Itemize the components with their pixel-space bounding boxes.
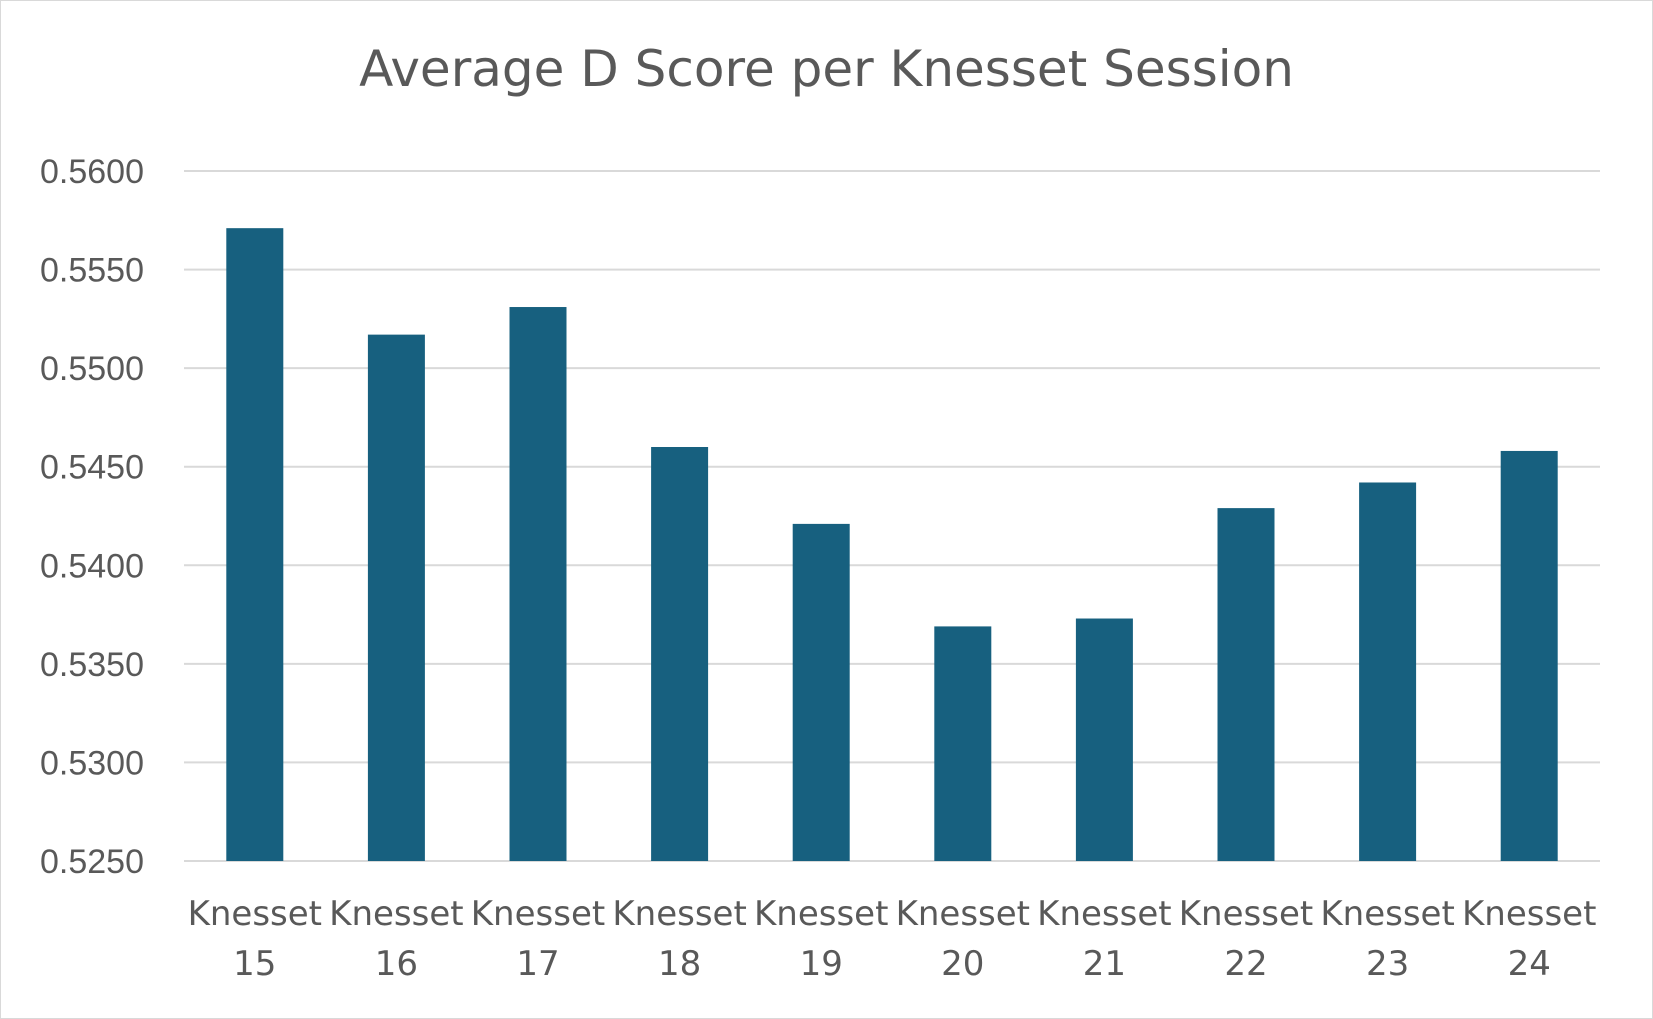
x-tick-label: Knesset 21 xyxy=(1037,894,1171,984)
x-tick-label: Knesset 16 xyxy=(329,894,463,984)
y-tick-label: 0.5300 xyxy=(40,744,144,782)
bar xyxy=(1500,450,1558,861)
bar xyxy=(934,626,992,861)
y-tick-label: 0.5400 xyxy=(40,547,144,585)
y-tick-label: 0.5500 xyxy=(40,350,144,388)
bar xyxy=(367,334,425,862)
x-tick-label: Knesset 15 xyxy=(188,894,322,984)
bar xyxy=(226,228,284,861)
bar xyxy=(1217,508,1275,861)
bar xyxy=(1359,482,1417,861)
bar xyxy=(792,523,850,861)
bar xyxy=(509,307,567,861)
x-tick-label: Knesset 17 xyxy=(471,894,605,984)
x-tick-label: Knesset 22 xyxy=(1179,894,1313,984)
x-tick-label: Knesset 19 xyxy=(754,894,888,984)
y-tick-label: 0.5350 xyxy=(40,646,144,684)
x-tick-label: Knesset 23 xyxy=(1320,894,1454,984)
x-tick-label: Knesset 24 xyxy=(1462,894,1596,984)
y-tick-label: 0.5600 xyxy=(40,153,144,191)
x-tick-label: Knesset 20 xyxy=(896,894,1030,984)
chart-title: Average D Score per Knesset Session xyxy=(359,40,1294,98)
x-tick-label: Knesset 18 xyxy=(612,894,746,984)
bar xyxy=(651,447,709,861)
bar xyxy=(1075,618,1133,861)
y-tick-label: 0.5550 xyxy=(40,252,144,290)
y-axis-tick-labels: 0.5250 0.5300 0.5350 0.5400 0.5450 0.5500 0.55… xyxy=(40,153,144,881)
y-tick-label: 0.5250 xyxy=(40,843,144,881)
y-tick-label: 0.5450 xyxy=(40,449,144,487)
bars xyxy=(226,228,1558,862)
